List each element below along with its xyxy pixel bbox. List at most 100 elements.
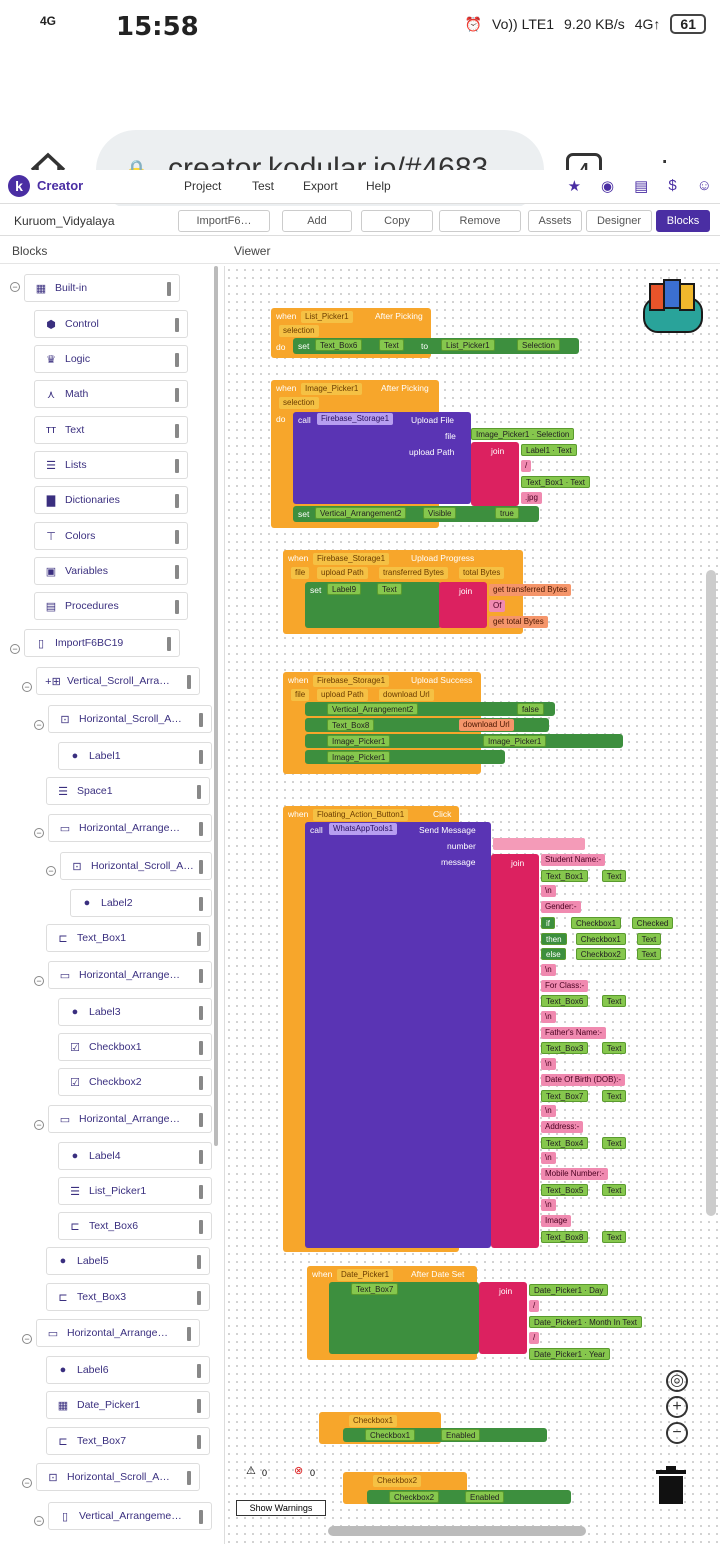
message-part-chip[interactable]: Text — [601, 869, 627, 882]
message-part-chip[interactable]: Student Name:- — [541, 854, 606, 866]
drag-handle-icon[interactable] — [187, 675, 191, 689]
message-part-chip[interactable]: Address:- — [541, 1120, 584, 1133]
menu-help[interactable]: Help — [366, 179, 391, 193]
component-chip[interactable]: Checkbox1 — [349, 1415, 398, 1427]
set-block[interactable]: set Vertical_Arrangement2 Visible true — [293, 506, 539, 522]
source-prop-chip[interactable]: Selection — [517, 339, 560, 351]
drag-handle-icon[interactable] — [199, 1006, 203, 1020]
drag-handle-icon[interactable] — [197, 1364, 201, 1378]
slash-chip[interactable]: / — [521, 460, 532, 472]
message-part-chip[interactable]: Mobile Number:- — [541, 1168, 609, 1180]
drag-handle-icon[interactable] — [175, 318, 179, 332]
tree-item[interactable]: ☑ Checkbox1 — [58, 1033, 212, 1061]
source-chip[interactable]: Image_Picker1 — [483, 735, 547, 747]
of-chip[interactable]: Of — [489, 600, 506, 612]
drag-handle-icon[interactable] — [175, 530, 179, 544]
drag-handle-icon[interactable] — [175, 459, 179, 473]
palette-icon[interactable]: ◉ — [601, 178, 615, 195]
drag-handle-icon[interactable] — [199, 713, 203, 727]
tree-item[interactable]: ☰ Lists — [34, 451, 188, 479]
tree-item[interactable]: ● Label3 — [58, 998, 212, 1026]
message-part-chip[interactable]: Text — [601, 1136, 627, 1149]
set-block[interactable]: Checkbox1 Enabled — [343, 1428, 547, 1442]
tree-item[interactable]: ᴛᴛ Text — [34, 416, 188, 444]
message-part-chip[interactable]: \n — [541, 963, 556, 976]
message-part-chip[interactable]: Text_Box1 — [541, 869, 589, 882]
drag-handle-icon[interactable] — [167, 282, 171, 296]
tree-item[interactable]: ● Label5 — [46, 1247, 210, 1275]
collapse-toggle[interactable]: − — [34, 720, 44, 730]
target-chip[interactable]: Label9 — [327, 583, 362, 595]
tree-item[interactable]: ▯ Vertical_Arrangeme… — [48, 1502, 212, 1530]
message-part-chip[interactable]: Father's Name:- — [541, 1026, 607, 1039]
tree-item[interactable]: ⊏ Text_Box7 — [46, 1427, 210, 1455]
tree-item[interactable]: ● Label2 — [70, 889, 212, 917]
trash-icon[interactable] — [656, 1466, 686, 1506]
set-block[interactable]: set Text_Box6 Text to List_Picker1 Selec… — [293, 338, 579, 354]
vertical-scrollbar[interactable] — [706, 570, 716, 1216]
drag-handle-icon[interactable] — [175, 353, 179, 367]
join-block[interactable]: join — [439, 582, 487, 628]
target-chip[interactable]: Text_Box7 — [351, 1283, 399, 1295]
param-chip[interactable]: selection — [279, 397, 319, 409]
assets-button[interactable]: Assets — [528, 210, 582, 232]
tree-item[interactable]: ⬢ Control — [34, 310, 188, 338]
message-part-chip[interactable]: Text — [601, 1042, 627, 1055]
drag-handle-icon[interactable] — [199, 822, 203, 836]
message-part-chip[interactable]: \n — [541, 1058, 556, 1071]
message-part-chip[interactable]: Text_Box7 — [541, 1089, 589, 1102]
message-part-chip[interactable]: Text — [601, 1230, 627, 1243]
drag-handle-icon[interactable] — [199, 750, 203, 764]
date-chip[interactable]: Date_Picker1 · Year — [529, 1348, 611, 1360]
star-icon[interactable]: ★ — [567, 178, 582, 195]
tree-item[interactable]: ☰ List_Picker1 — [58, 1177, 212, 1205]
tree-item[interactable]: +⊞ Vertical_Scroll_Arra… — [36, 667, 200, 695]
value-chip[interactable]: true — [495, 507, 519, 519]
message-part-chip[interactable]: Date Of Birth (DOB):- — [541, 1073, 626, 1086]
slash-chip[interactable]: / — [529, 1332, 540, 1344]
message-part-chip[interactable]: else — [541, 948, 566, 961]
copy-button[interactable]: Copy — [361, 210, 433, 232]
tree-item[interactable]: ⊤ Colors — [34, 522, 188, 550]
drag-handle-icon[interactable] — [199, 1041, 203, 1055]
sidebar-scrollbar[interactable] — [214, 266, 218, 1146]
drag-handle-icon[interactable] — [199, 897, 203, 911]
target-chip[interactable]: Checkbox1 — [365, 1429, 416, 1441]
drag-handle-icon[interactable] — [187, 1471, 191, 1485]
param-chip[interactable]: file — [291, 689, 310, 701]
menu-project[interactable]: Project — [184, 179, 222, 193]
join-block[interactable]: join — [471, 442, 519, 506]
component-chip[interactable]: Firebase_Storage1 — [317, 413, 394, 425]
zoom-in-icon[interactable]: + — [666, 1396, 688, 1418]
message-part-chip[interactable]: \n — [541, 1152, 556, 1165]
label1-chip[interactable]: Label1 · Text — [521, 444, 577, 456]
drag-handle-icon[interactable] — [175, 424, 179, 438]
tree-item[interactable]: ▣ Variables — [34, 557, 188, 585]
center-icon[interactable]: ◎ — [666, 1370, 688, 1392]
message-part-chip[interactable]: Text — [601, 1089, 627, 1102]
drag-handle-icon[interactable] — [199, 1220, 203, 1234]
message-part-chip[interactable]: then — [541, 932, 567, 945]
target-chip[interactable]: Checkbox2 — [389, 1491, 440, 1503]
param-chip[interactable]: selection — [279, 325, 319, 337]
drag-handle-icon[interactable] — [199, 1510, 203, 1524]
message-part-chip[interactable]: Text — [601, 1183, 627, 1196]
tree-item[interactable]: ⋏ Math — [34, 380, 188, 408]
zoom-out-icon[interactable]: − — [666, 1422, 688, 1444]
param-chip[interactable]: transferred Bytes — [379, 567, 448, 579]
component-chip[interactable]: Checkbox2 — [373, 1475, 422, 1487]
horizontal-scrollbar[interactable] — [328, 1526, 586, 1536]
collapse-toggle[interactable]: − — [34, 976, 44, 986]
tree-item[interactable]: ⊏ Text_Box6 — [58, 1212, 212, 1240]
component-chip[interactable]: Image_Picker1 — [301, 383, 363, 395]
component-chip[interactable]: Floating_Action_Button1 — [313, 809, 409, 821]
set-block[interactable]: Text_Box7 — [329, 1282, 479, 1354]
set-block[interactable]: Image_Picker1 — [305, 750, 505, 764]
prop-chip[interactable]: Enabled — [441, 1429, 481, 1441]
component-chip[interactable]: Firebase_Storage1 — [313, 675, 390, 687]
dollar-icon[interactable]: $ — [668, 177, 677, 194]
message-part-chip[interactable]: Text_Box6 — [541, 995, 589, 1008]
tree-item[interactable]: ▤ Procedures — [34, 592, 188, 620]
backpack-icon[interactable] — [640, 278, 706, 336]
drag-handle-icon[interactable] — [167, 637, 171, 651]
